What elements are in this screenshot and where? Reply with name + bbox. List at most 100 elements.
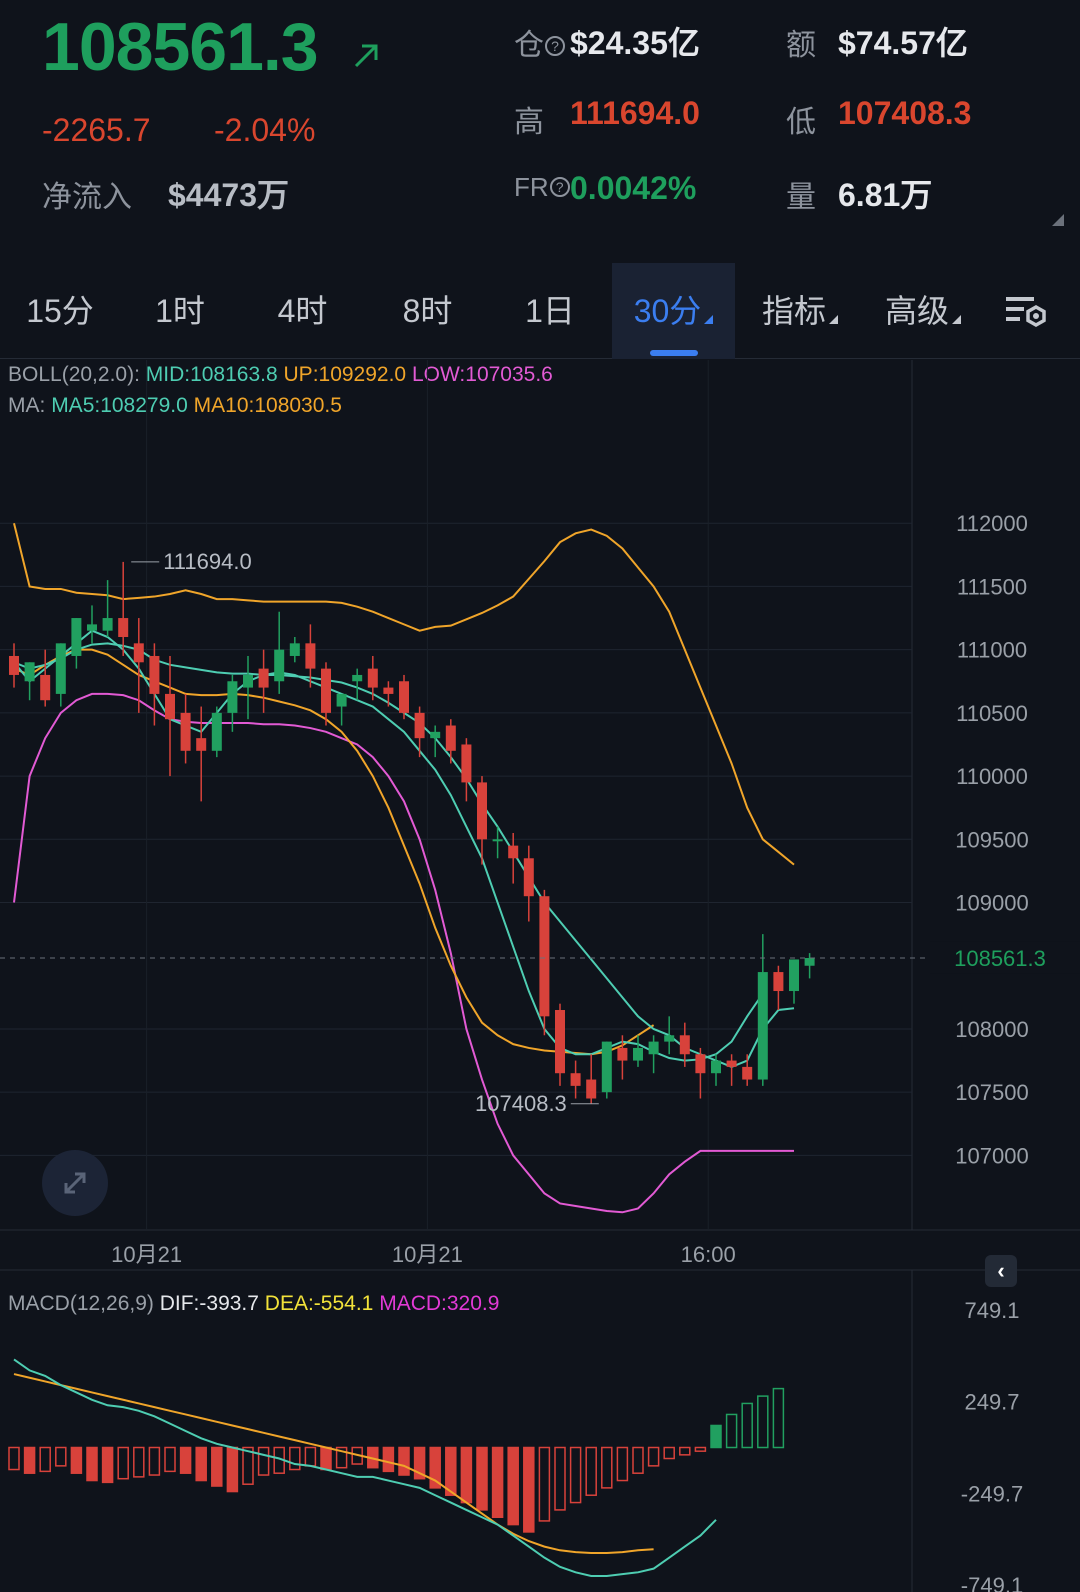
low-value: 107408.3 <box>838 95 972 131</box>
active-tab-indicator <box>650 350 698 356</box>
chevron-left-icon: ‹ <box>997 1258 1005 1283</box>
high-annotation: 111694.0 <box>163 549 252 574</box>
macd-y-tick-label: -749.1 <box>961 1573 1023 1592</box>
tab-4h[interactable]: 4时 <box>277 293 328 329</box>
macd-histogram-bar <box>101 1446 114 1484</box>
y-tick-label: 110000 <box>956 764 1028 789</box>
high-label: 高 <box>514 106 544 139</box>
macd-histogram-bar <box>320 1446 332 1471</box>
macd-histogram-bar <box>195 1446 207 1482</box>
candle-body <box>601 1041 612 1093</box>
question-circle-icon[interactable]: ? <box>545 36 565 56</box>
candle-body <box>461 744 472 783</box>
macd-histogram-bar <box>694 1446 707 1452</box>
boll-lower-line <box>13 692 794 1214</box>
collapse-axis-button[interactable]: ‹ <box>985 1255 1017 1287</box>
candle-body <box>757 972 768 1080</box>
macd-histogram-bar <box>476 1446 488 1511</box>
candle-body <box>367 668 378 688</box>
macd-legend: MACD(12,26,9) DIF:-393.7 DEA:-554.1 MACD… <box>8 1292 500 1315</box>
candle-body <box>196 738 207 751</box>
candle-body <box>383 687 394 694</box>
ma-legend: MA: MA5:108279.0 MA10:108030.5 <box>8 394 342 417</box>
macd-histogram-bar <box>382 1446 395 1473</box>
x-tick-label: 10月21 <box>111 1242 182 1267</box>
candle-body <box>305 643 316 669</box>
candle-body <box>211 712 222 751</box>
macd-histogram-bar <box>585 1446 597 1496</box>
macd-histogram-bar <box>491 1446 504 1519</box>
boll-upper-line <box>13 522 795 866</box>
candle-body <box>133 643 144 663</box>
funding-rate-label[interactable]: FR? <box>514 172 570 203</box>
change-absolute: -2265.7 <box>42 112 151 148</box>
funding-rate-value: 0.0042% <box>570 170 697 206</box>
candle-body <box>321 668 331 713</box>
candle-body <box>336 693 347 707</box>
open-interest-value: $24.35亿 <box>570 25 700 61</box>
expand-chart-button[interactable] <box>42 1150 108 1216</box>
macd-y-tick-label: 249.7 <box>964 1390 1019 1415</box>
tab-indicators[interactable]: 指标 <box>745 263 855 359</box>
tab-30m[interactable]: 30分 <box>612 263 735 359</box>
dif-line <box>13 1358 717 1577</box>
macd-histogram-bar <box>39 1446 51 1473</box>
current-price-label: 108561.3 <box>954 946 1046 971</box>
candle-body <box>274 649 285 682</box>
candle-body <box>539 896 550 1017</box>
y-tick-label: 111500 <box>957 574 1027 599</box>
tab-8h[interactable]: 8时 <box>402 293 453 329</box>
price-chart[interactable]: 112000 111500 111000 110500 110000 109500 1090… <box>0 360 1080 1592</box>
macd-y-tick-label: -249.7 <box>961 1481 1023 1506</box>
tab-advanced[interactable]: 高级 <box>868 263 978 359</box>
question-circle-icon[interactable]: ? <box>549 177 570 197</box>
tab-1h[interactable]: 1时 <box>155 293 205 329</box>
macd-histogram-bar <box>523 1446 535 1533</box>
candle-body <box>227 681 238 713</box>
tab-15m[interactable]: 15分 <box>26 293 94 329</box>
candle-body <box>742 1066 753 1080</box>
open-interest-label[interactable]: 仓? <box>514 20 565 64</box>
macd-histogram-bar <box>23 1446 36 1474</box>
macd-histogram-bar <box>538 1446 551 1522</box>
candle-body <box>695 1054 706 1074</box>
candle-body <box>352 674 363 682</box>
tab-1d[interactable]: 1日 <box>525 293 575 329</box>
macd-histogram-bar <box>710 1424 722 1449</box>
macd-histogram-bar <box>772 1387 785 1449</box>
candle-body <box>165 693 175 720</box>
dea-line <box>13 1373 654 1555</box>
y-tick-label: 109500 <box>955 827 1028 852</box>
macd-histogram-bar <box>663 1446 675 1460</box>
macd-histogram-bar <box>179 1446 192 1474</box>
macd-histogram-bar <box>632 1446 644 1474</box>
current-price-tag <box>930 941 1080 974</box>
y-tick-label: 107500 <box>955 1080 1028 1105</box>
high-value: 111694.0 <box>570 95 700 131</box>
macd-histogram-bar <box>725 1413 738 1449</box>
candle-body <box>679 1035 690 1055</box>
expand-header-icon[interactable] <box>1052 214 1064 226</box>
macd-histogram-bar <box>601 1446 613 1489</box>
expand-icon <box>64 1172 86 1194</box>
candle-body <box>24 662 35 682</box>
candle-body <box>445 725 456 751</box>
macd-histogram-bar <box>616 1446 629 1482</box>
macd-histogram-bar <box>507 1446 519 1526</box>
candle-body <box>555 1010 565 1074</box>
candle-body <box>570 1073 581 1086</box>
chart-settings-icon[interactable] <box>1004 293 1050 333</box>
macd-histogram-bar <box>569 1446 582 1504</box>
change-percent: -2.04% <box>214 112 316 148</box>
y-tick-label: 108000 <box>955 1017 1028 1042</box>
turnover-value: $74.57亿 <box>838 25 968 61</box>
candle-body <box>289 643 300 656</box>
macd-histogram-bar <box>398 1446 410 1476</box>
macd-histogram-bar <box>554 1446 566 1511</box>
candle-body <box>102 618 113 631</box>
candle-body <box>773 972 784 992</box>
netflow-label: 净流入 <box>42 181 132 214</box>
y-tick-label: 112000 <box>956 511 1028 536</box>
ticker-header: 108561.3 -2265.7 -2.04% 净流入 $4473万 仓? $2… <box>0 0 1080 245</box>
candle-body <box>664 1035 675 1042</box>
